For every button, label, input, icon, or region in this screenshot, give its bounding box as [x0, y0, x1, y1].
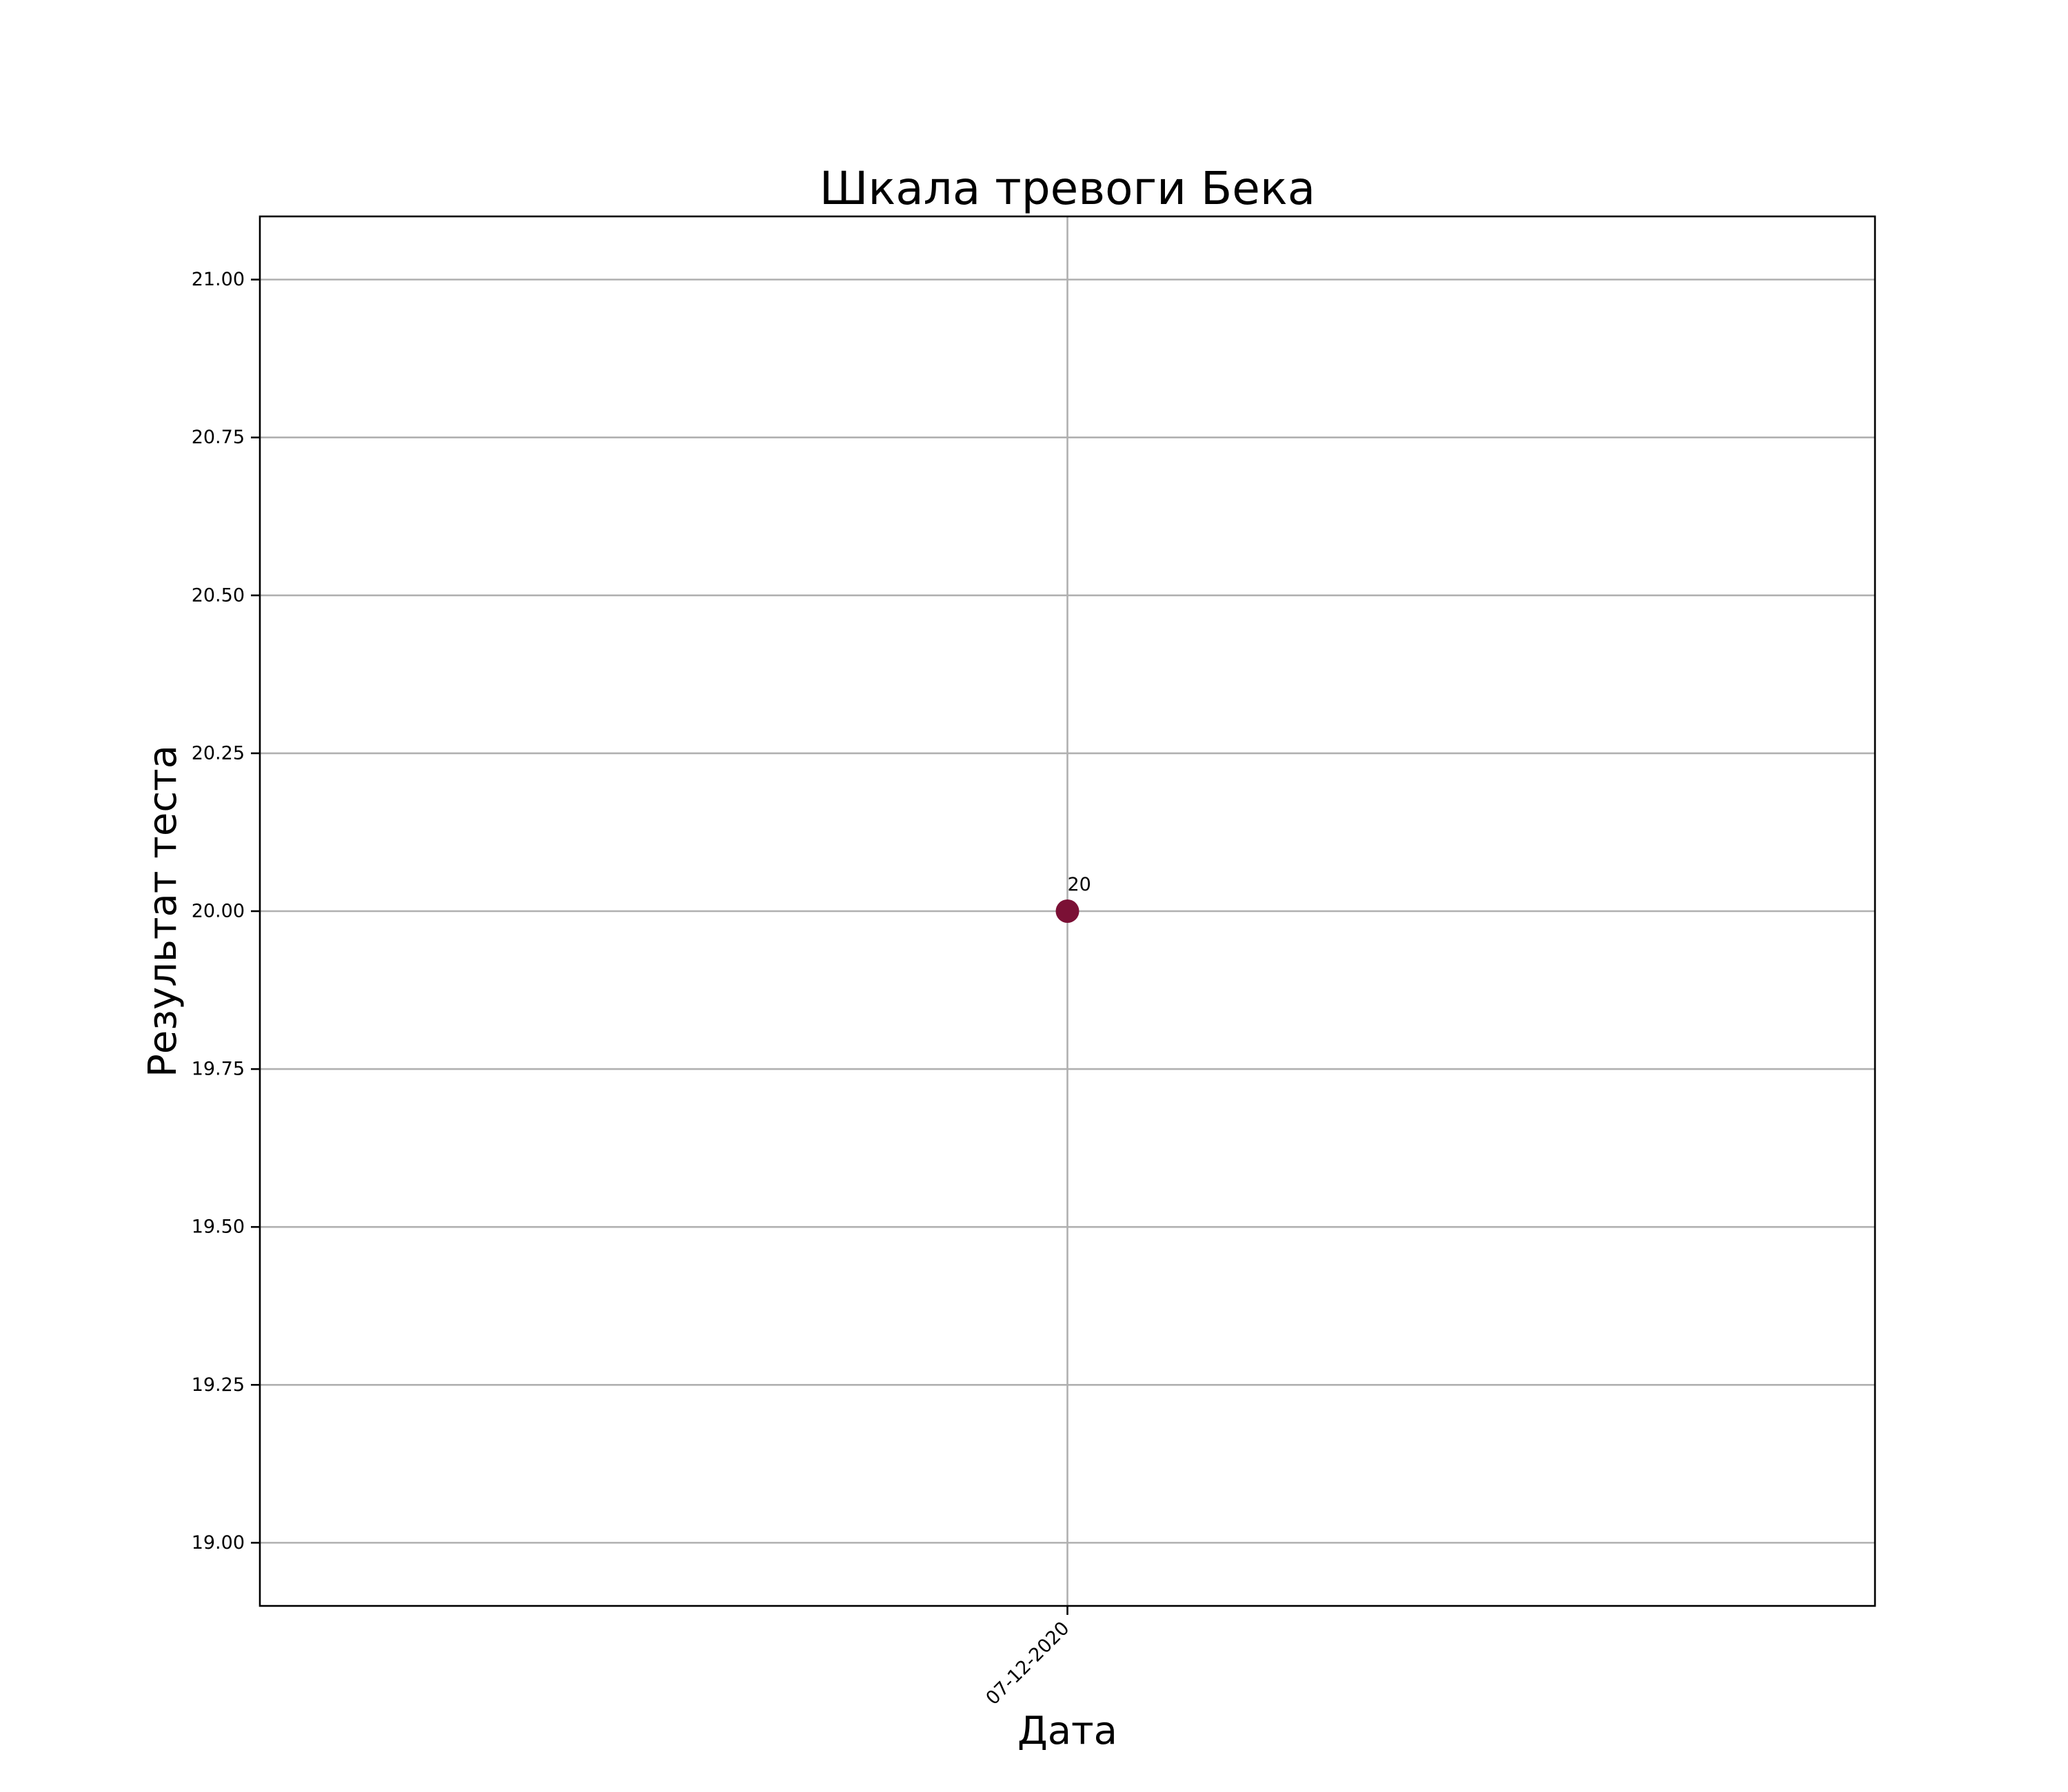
data-points: 20: [1055, 874, 1091, 923]
x-axis-title: Дата: [1017, 1709, 1117, 1753]
y-tick-label: 20.50: [192, 584, 245, 606]
chart-title: Шкала тревоги Бека: [820, 162, 1315, 215]
y-tick-label: 20.75: [192, 427, 245, 448]
y-axis-title: Результат теста: [141, 745, 185, 1077]
data-point: [1055, 899, 1079, 923]
y-tick-label: 20.25: [192, 742, 245, 764]
y-tick-label: 19.25: [192, 1374, 245, 1396]
y-tick-label: 19.50: [192, 1216, 245, 1238]
plot-area-frame: [258, 215, 1876, 1607]
y-tick-label: 21.00: [192, 269, 245, 290]
y-tick-label: 19.00: [192, 1532, 245, 1554]
y-tick-label: 19.75: [192, 1059, 245, 1080]
data-label: 20: [1068, 874, 1091, 895]
y-tick-label: 20.00: [192, 901, 245, 922]
